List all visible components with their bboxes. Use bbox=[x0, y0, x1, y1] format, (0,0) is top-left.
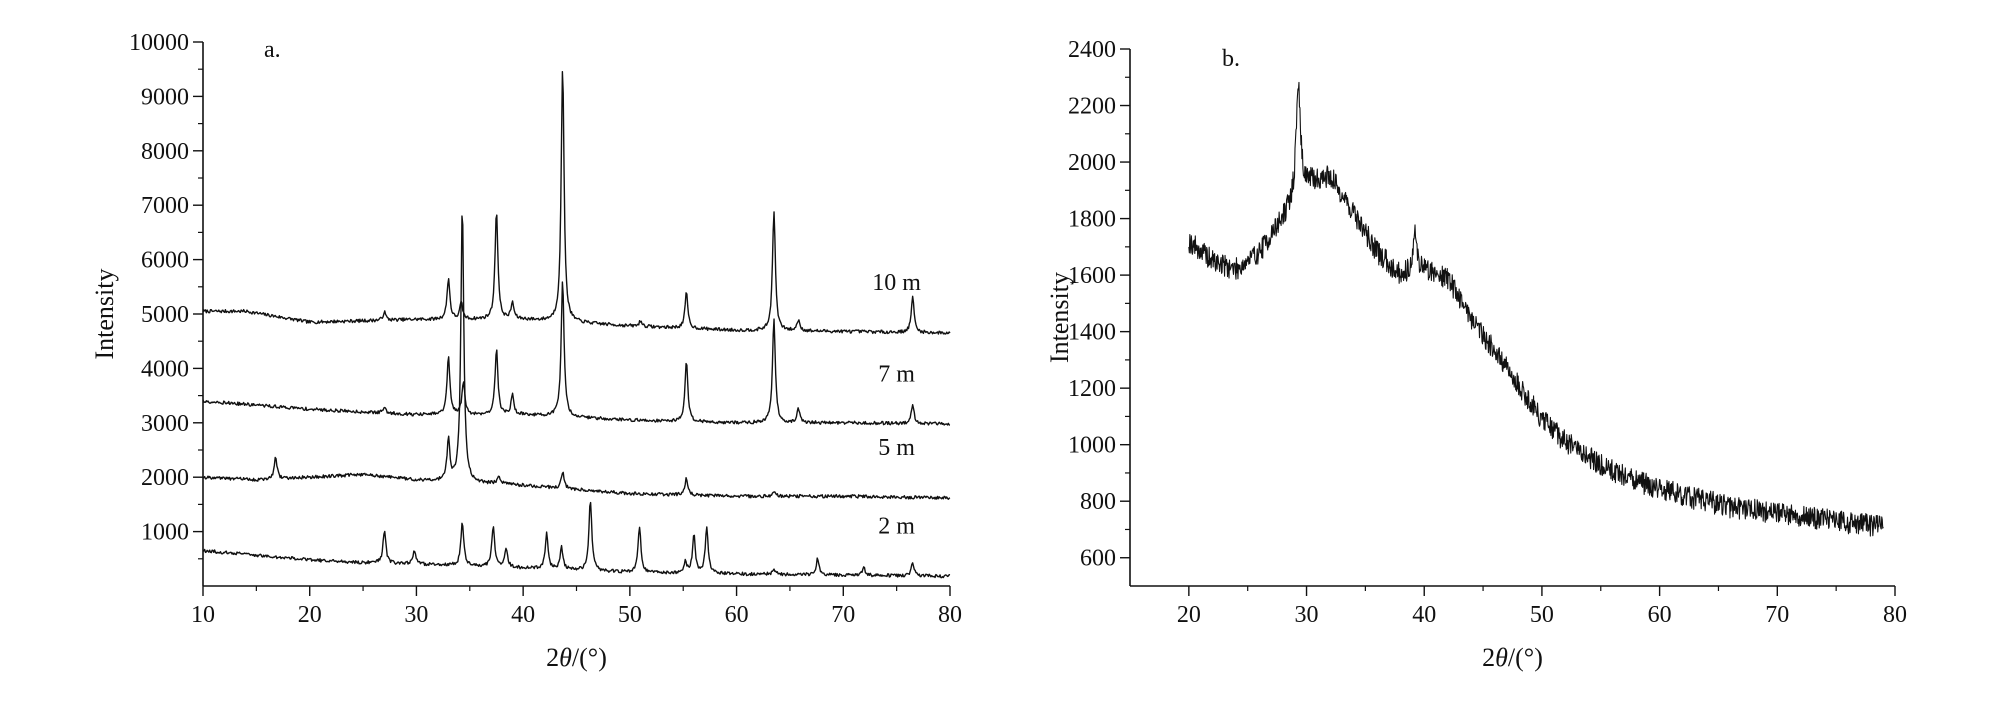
panel-b-label: b. bbox=[1222, 46, 1240, 72]
series-label: 5 m bbox=[878, 435, 915, 461]
series-line bbox=[202, 281, 951, 426]
y-tick-label: 1400 bbox=[1068, 320, 1116, 346]
x-tick-label: 30 bbox=[404, 602, 428, 628]
x-tick-label: 80 bbox=[938, 602, 962, 628]
y-tick-label: 2000 bbox=[141, 465, 189, 491]
panel-a-label: a. bbox=[264, 37, 281, 63]
x-tick-label: 50 bbox=[1530, 602, 1554, 628]
y-tick-label: 10000 bbox=[129, 30, 189, 56]
x-tick-label: 30 bbox=[1295, 602, 1319, 628]
panel-b-chart: b. 20 30 40 50 60 70 80 600 800 1000 1200 1400 1600 1… bbox=[1045, 37, 1907, 672]
x-axis-title: 2θ/(°) bbox=[1482, 643, 1543, 672]
series-line bbox=[202, 70, 951, 335]
y-tick-label: 2200 bbox=[1068, 94, 1116, 120]
x-tick-label: 70 bbox=[1765, 602, 1789, 628]
x-tick-label: 20 bbox=[298, 602, 322, 628]
y-tick-label: 3000 bbox=[141, 411, 189, 437]
x-axis-title: 2θ/(°) bbox=[546, 643, 607, 672]
x-tick-label: 50 bbox=[618, 602, 642, 628]
series-line bbox=[202, 215, 951, 500]
y-tick-label: 7000 bbox=[141, 193, 189, 219]
x-tick-label: 80 bbox=[1883, 602, 1907, 628]
series-line bbox=[202, 501, 951, 579]
y-tick-label: 1200 bbox=[1068, 376, 1116, 402]
series-label: 7 m bbox=[878, 361, 915, 387]
y-tick-label: 600 bbox=[1080, 546, 1116, 572]
x-tick-label: 40 bbox=[1412, 602, 1436, 628]
x-tick-label: 60 bbox=[725, 602, 749, 628]
y-tick-label: 1000 bbox=[1068, 433, 1116, 459]
y-tick-label: 4000 bbox=[141, 356, 189, 382]
series-label: 10 m bbox=[872, 270, 921, 296]
y-tick-label: 8000 bbox=[141, 139, 189, 165]
y-tick-label: 5000 bbox=[141, 302, 189, 328]
x-tick-label: 40 bbox=[511, 602, 535, 628]
y-tick-label: 800 bbox=[1080, 489, 1116, 515]
x-tick-label: 60 bbox=[1648, 602, 1672, 628]
y-tick-label: 9000 bbox=[141, 84, 189, 110]
y-tick-label: 1800 bbox=[1068, 207, 1116, 233]
y-tick-label: 1000 bbox=[141, 520, 189, 546]
x-tick-label: 10 bbox=[191, 602, 215, 628]
panel-a-chart: a. 10 20 30 40 50 60 70 80 1000 2000 3000 4000 5000 6… bbox=[90, 30, 962, 672]
y-axis-title: Intensity bbox=[1045, 272, 1074, 363]
x-tick-label: 20 bbox=[1177, 602, 1201, 628]
y-tick-label: 2000 bbox=[1068, 150, 1116, 176]
y-axis-title: Intensity bbox=[90, 269, 119, 360]
x-tick-label: 70 bbox=[831, 602, 855, 628]
series-label: 2 m bbox=[878, 514, 915, 540]
y-tick-label: 2400 bbox=[1068, 37, 1116, 63]
y-tick-label: 6000 bbox=[141, 248, 189, 274]
series-line bbox=[1188, 81, 1884, 537]
y-tick-label: 1600 bbox=[1068, 263, 1116, 289]
